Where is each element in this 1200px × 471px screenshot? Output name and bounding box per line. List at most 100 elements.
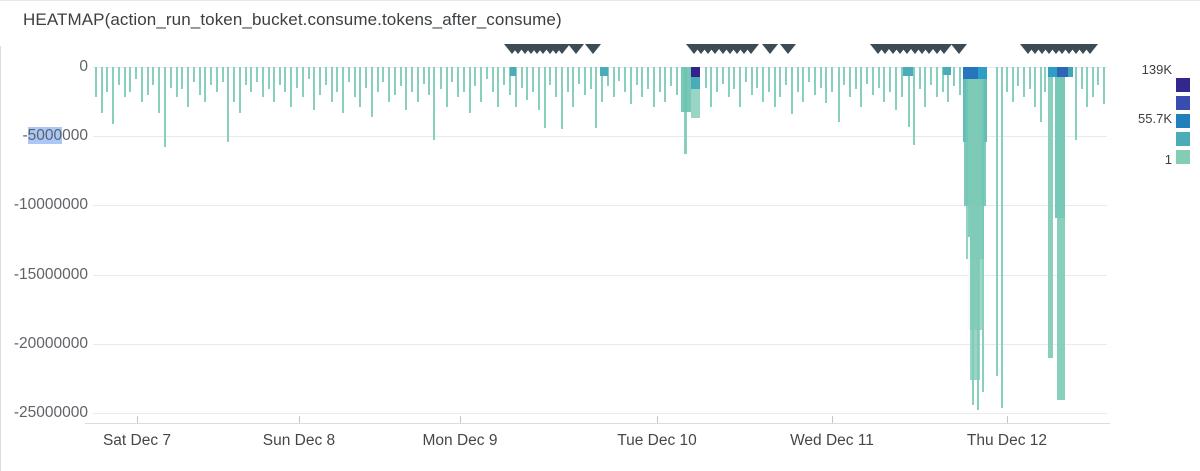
heatmap-bar [233,67,235,102]
panel-top-border [0,0,1200,1]
x-axis-label: Sat Dec 7 [102,432,172,449]
heatmap-bar [641,67,643,97]
legend-swatch [1176,132,1190,146]
heatmap-bar [578,67,580,84]
x-tick [657,416,658,423]
deploy-marker-icon[interactable] [780,44,796,54]
heatmap-bar [947,67,949,102]
heatmap-bar [199,67,201,95]
heatmap-bar [785,67,787,85]
heatmap-bar [176,67,178,97]
heatmap-bar [1044,67,1046,92]
x-tick [460,416,461,423]
heatmap-bar [1081,67,1083,89]
heatmap-bar [101,67,103,113]
heatmap-bar [106,67,108,92]
x-tick [299,416,300,423]
heatmap-bar [670,67,672,86]
gridline [93,275,1107,276]
heatmap-bar [756,67,758,88]
heatmap-bar [613,67,615,97]
legend-swatch [1176,96,1190,110]
y-axis-label: -10000000 [13,196,88,213]
heatmap-bar [919,67,921,89]
heatmap-bar [405,67,407,110]
x-tick [832,416,833,423]
heatmap-bar [1092,67,1094,97]
heatmap-bar [838,67,840,122]
heatmap-bar [878,67,880,88]
heatmap-bar [268,67,270,89]
heatmap-cell [963,67,978,79]
x-axis-label: Mon Dec 9 [422,432,498,449]
heatmap-bar [728,67,730,97]
gridline [93,136,1107,137]
heatmap-bar [808,67,810,82]
heatmap-bar [1086,67,1088,107]
heatmap-bar [457,67,459,97]
gridline [93,205,1107,206]
x-axis-label: Tue Dec 10 [617,432,697,449]
heatmap-cell [691,77,700,89]
heatmap-bar [296,67,298,88]
y-axis-label: -20000000 [13,335,88,352]
deploy-marker-icon[interactable] [585,44,601,54]
heatmap-bar [647,67,649,89]
heatmap-bar [245,67,247,85]
heatmap-bar [860,67,862,107]
heatmap-bar [331,67,333,102]
deploy-marker-icon[interactable] [1082,44,1098,54]
heatmap-bar [532,67,534,92]
heatmap-bar [843,67,845,85]
heatmap-bar [739,67,741,107]
heatmap-bar [831,67,833,92]
heatmap-bar [572,67,574,107]
heatmap-bar [463,67,465,92]
heatmap-bar [382,67,384,82]
heatmap-bar [584,67,586,95]
heatmap-bar [428,67,430,95]
heatmap-bar [492,67,494,92]
heatmap-bar [187,67,189,107]
heatmap-cell [681,67,691,112]
heatmap-bar [388,67,390,102]
deploy-marker-icon[interactable] [743,44,759,54]
heatmap-bar [624,67,626,92]
heatmap-bar [1023,67,1025,97]
heatmap-bar [354,67,356,97]
heatmap-bar [1103,67,1105,104]
heatmap-bar [290,67,292,107]
legend-label: 1 [1164,152,1172,167]
heatmap-bar [630,67,632,104]
heatmap-bar [895,67,897,110]
heatmap-bar [210,67,212,85]
heatmap-cell [978,67,987,79]
heatmap-cell [1057,67,1068,77]
deploy-marker-icon[interactable] [951,44,967,54]
heatmap-bar [607,67,609,86]
deploy-marker-icon[interactable] [762,44,778,54]
heatmap-bar [503,67,505,85]
heatmap-bar [227,67,229,142]
heatmap-bar [423,67,425,84]
heatmap-bar [377,67,379,92]
heatmap-bar [400,67,402,86]
heatmap-bar [567,67,569,92]
heatmap-bar [872,67,874,95]
heatmap-bar [913,67,915,145]
heatmap-bar [124,67,126,97]
heatmap-cell [691,67,700,77]
heatmap-bar [319,67,321,95]
deploy-marker-icon[interactable] [554,44,570,54]
deploy-marker-icon[interactable] [568,44,584,54]
legend-label: 139K [1141,62,1172,77]
heatmap-bar [901,67,903,97]
heatmap-bar [152,67,154,85]
deploy-marker-icon[interactable] [936,44,952,54]
legend-swatch [1176,150,1190,164]
heatmap-cell [968,237,970,342]
legend-label: 55.7K [1138,111,1172,126]
